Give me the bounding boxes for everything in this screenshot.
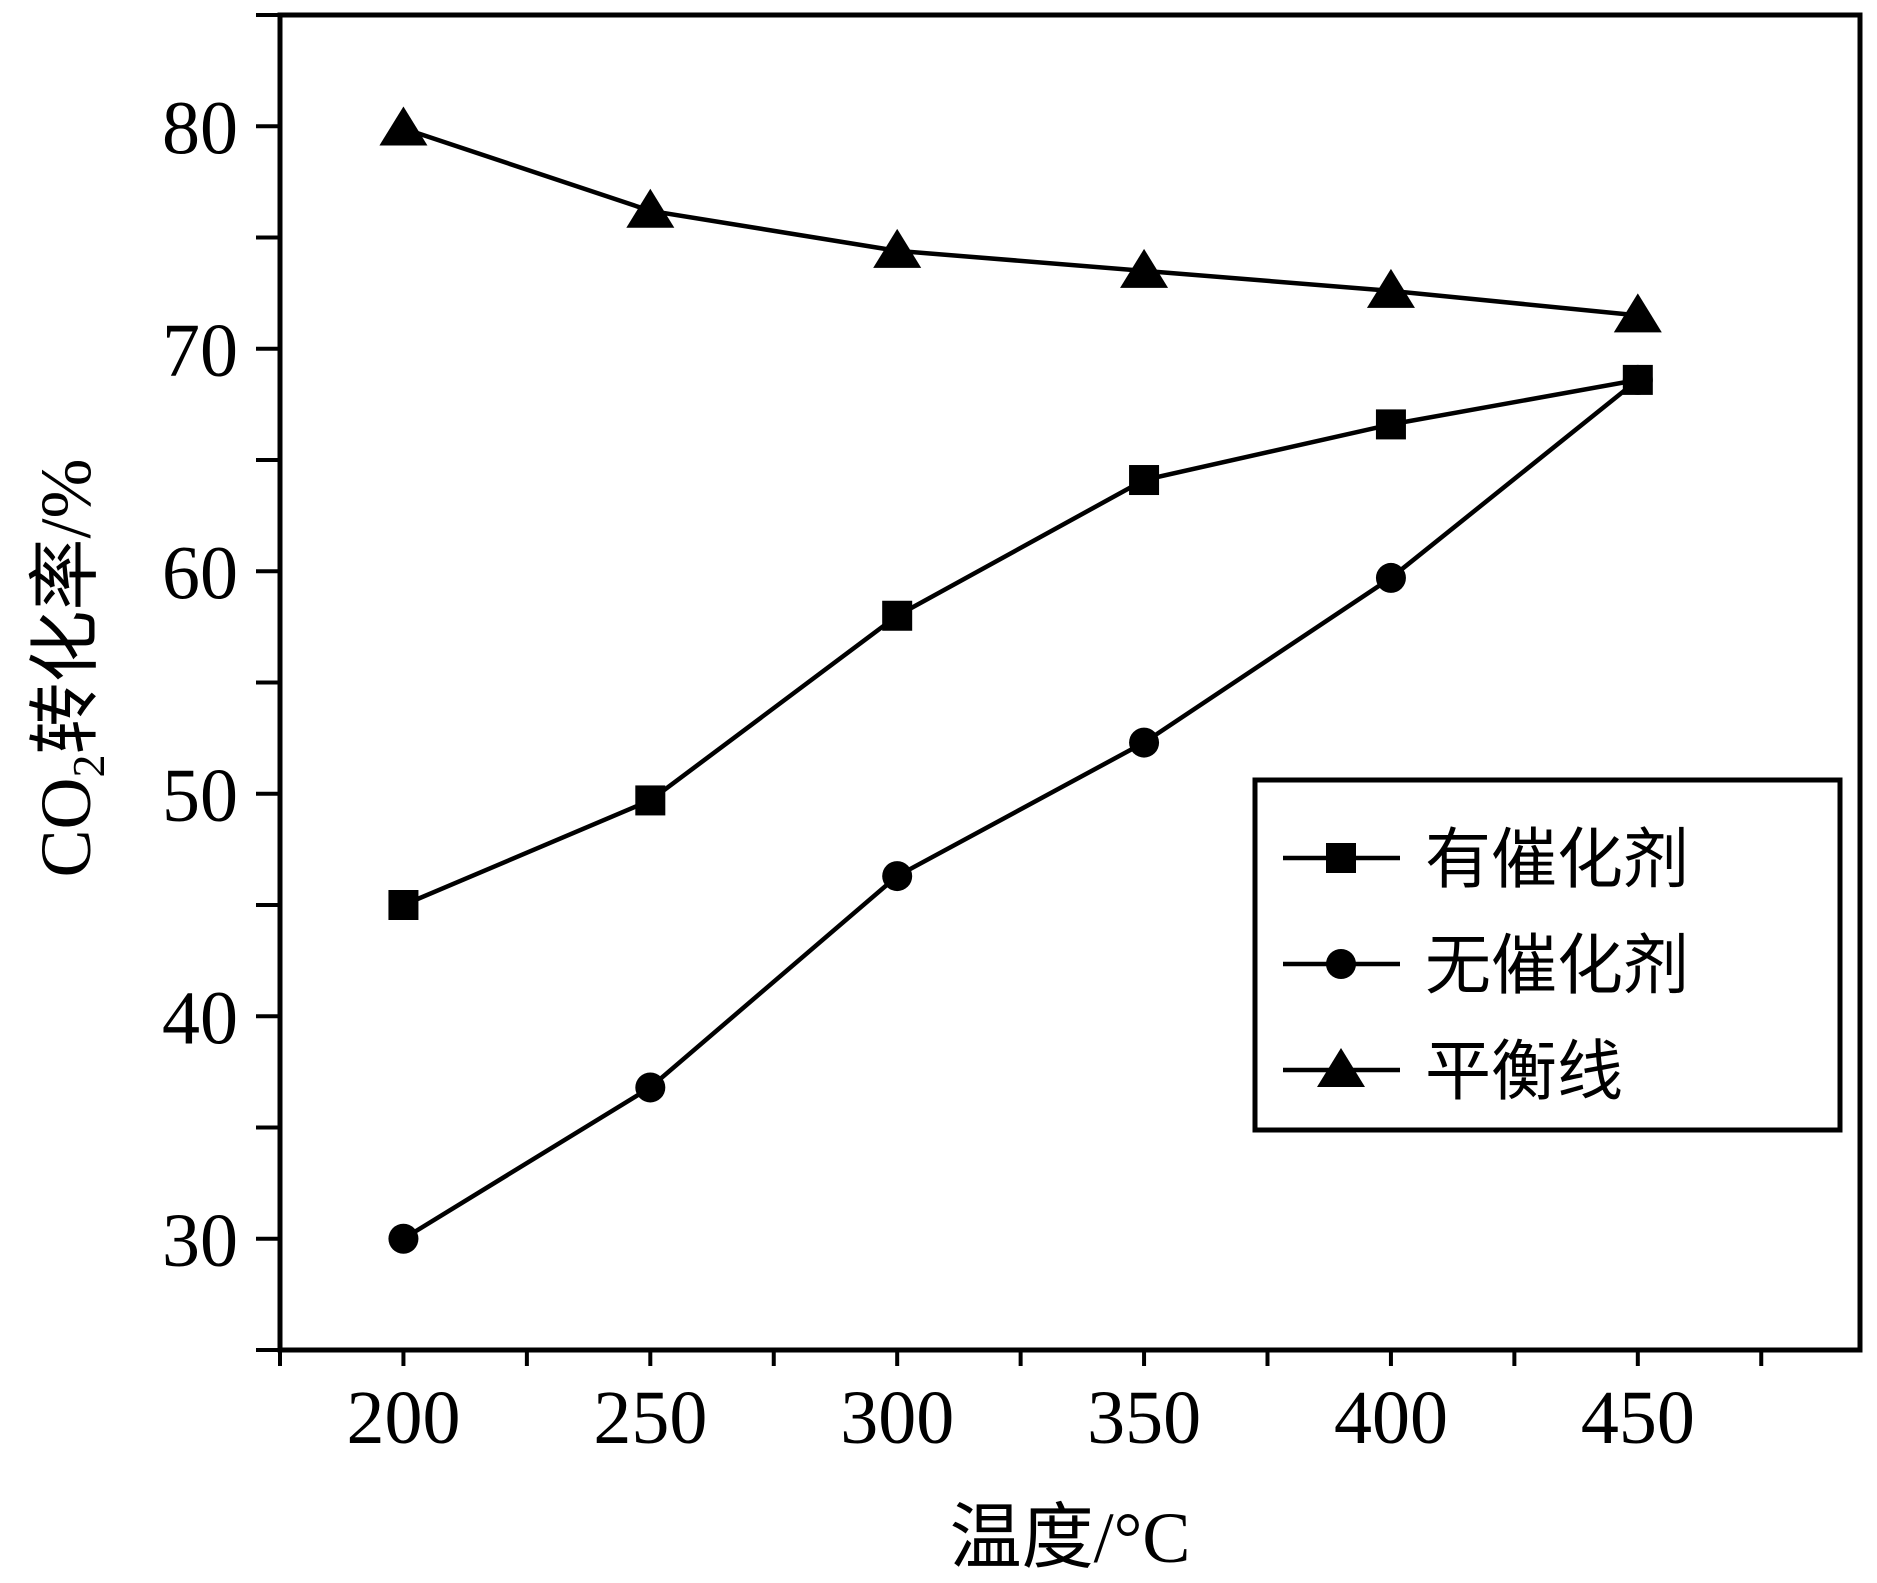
x-tick-label-350: 350: [1087, 1376, 1201, 1460]
series-3-point-300: [873, 228, 922, 268]
series-3-point-250: [626, 188, 675, 228]
series-2-point-400: [1375, 562, 1406, 593]
series-line-2: [402, 378, 1640, 1241]
x-tick-label-400: 400: [1334, 1376, 1448, 1460]
y-axis-title-subscript: 2: [63, 754, 114, 777]
y-tick-label-80: 80: [162, 86, 238, 170]
series-3-point-450: [1613, 293, 1662, 333]
y-axis-title-suffix: 转化率/%: [26, 458, 106, 754]
series-1-point-300: [882, 600, 913, 631]
series-3-point-400: [1366, 268, 1415, 308]
y-tick-label-30: 30: [162, 1199, 238, 1283]
x-axis-title: 温度/°C: [950, 1498, 1191, 1578]
series-1-point-400: [1375, 409, 1406, 440]
x-axis-ticks: 200 250 300 350 400 450: [278, 1350, 1764, 1460]
svg-text:CO2转化率/%: CO2转化率/%: [26, 458, 114, 877]
y-tick-label-40: 40: [162, 976, 238, 1060]
y-axis-title-prefix: CO: [26, 777, 106, 877]
series-2-point-200: [388, 1223, 419, 1254]
series-line-3: [402, 126, 1639, 318]
series-1-point-200: [388, 890, 419, 920]
series-2-point-300: [882, 861, 913, 892]
y-tick-label-70: 70: [162, 309, 238, 393]
series-2-point-350: [1129, 727, 1160, 758]
x-tick-label-250: 250: [593, 1376, 707, 1460]
legend-label-2: 无催化剂: [1425, 927, 1689, 1004]
series-2-point-250: [635, 1072, 666, 1103]
series-2-point-450: [1622, 364, 1653, 395]
series-3-point-350: [1120, 248, 1169, 288]
y-tick-label-50: 50: [162, 754, 238, 838]
legend-marker-1: [1326, 843, 1356, 873]
series-3-point-200: [379, 106, 428, 146]
series-line-1: [402, 377, 1639, 908]
x-tick-label-300: 300: [840, 1376, 954, 1460]
x-tick-label-200: 200: [346, 1376, 460, 1460]
legend-label-3: 平衡线: [1425, 1033, 1623, 1110]
series-1-point-350: [1129, 465, 1160, 496]
legend-marker-3: [1317, 1048, 1365, 1087]
y-axis-title: CO2转化率/%: [26, 458, 114, 877]
plot-frame: [277, 12, 1863, 1353]
x-tick-label-450: 450: [1581, 1376, 1695, 1460]
series-lines: [402, 126, 1640, 1241]
y-tick-label-60: 60: [162, 531, 238, 615]
legend-marker-2: [1326, 949, 1356, 979]
series-markers: [379, 106, 1662, 1254]
y-axis-ticks: 30 40 50 60 70 80: [162, 13, 280, 1352]
legend-label-1: 有催化剂: [1425, 821, 1689, 898]
series-1-point-250: [635, 785, 666, 816]
